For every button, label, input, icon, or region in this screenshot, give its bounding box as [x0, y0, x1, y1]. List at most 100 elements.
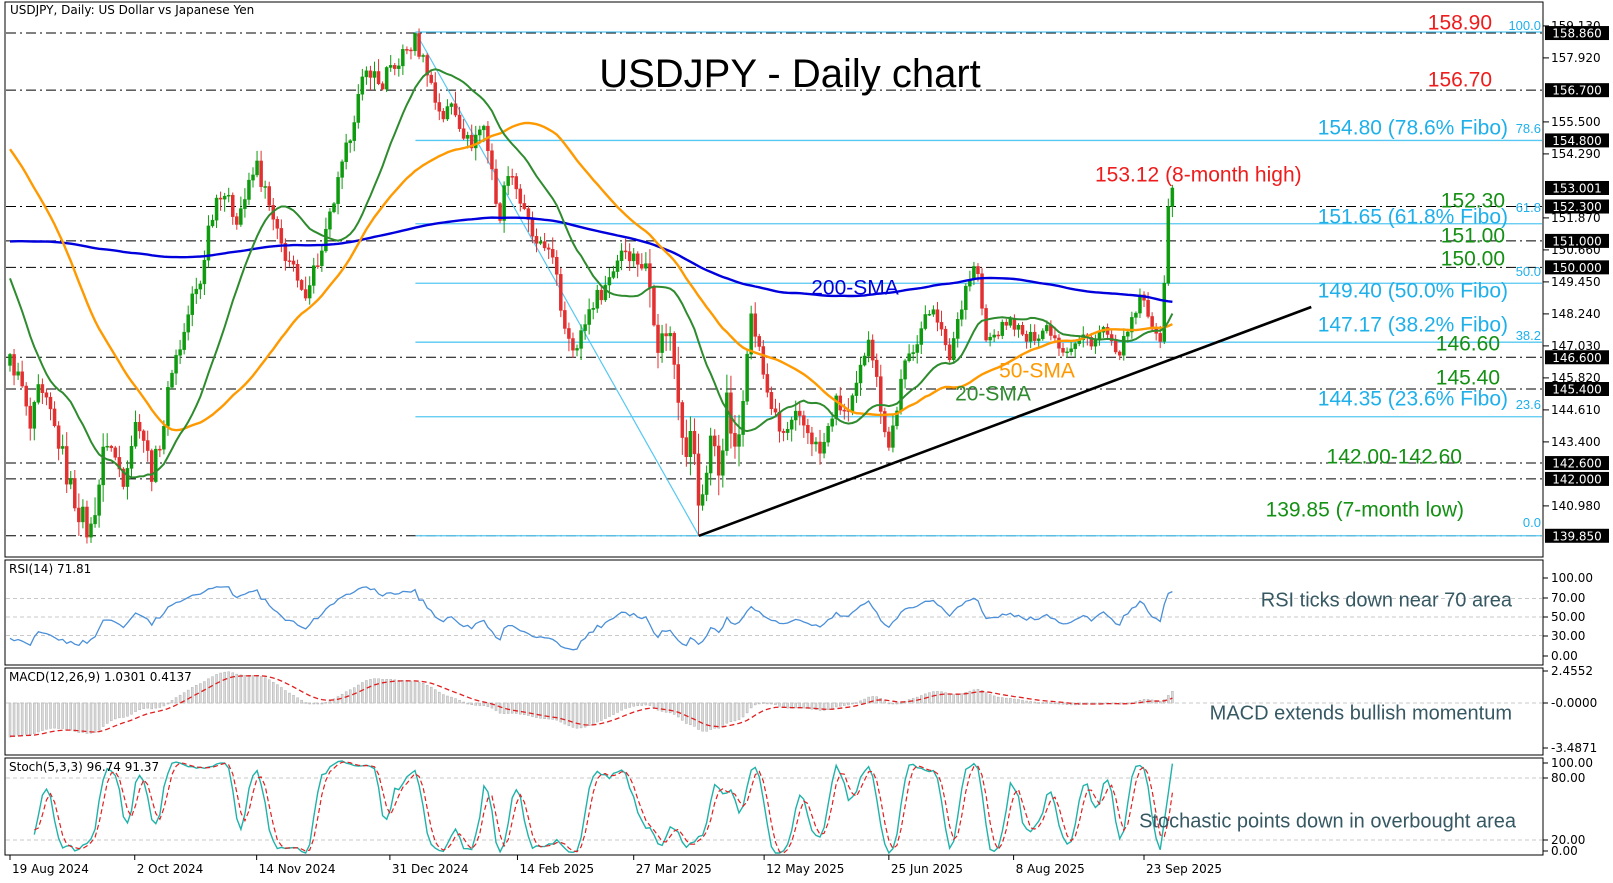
chart-annotation: 154.80 (78.6% Fibo): [1318, 117, 1508, 140]
price-badge-label: 146.600: [1552, 351, 1602, 365]
stoch-k-line: [33, 760, 1174, 854]
price-badge-label: 154.800: [1552, 134, 1602, 148]
price-tick-label: 147.030: [1551, 339, 1601, 353]
fibo-percent-tag: 38.2: [1516, 328, 1541, 343]
price-badge: [1545, 26, 1609, 41]
fibo-percent-tag: 61.8: [1516, 200, 1541, 215]
chart-annotation: 142.00-142.60: [1327, 446, 1462, 469]
price-badge-label: 156.700: [1552, 84, 1602, 98]
macd-scale-label: 2.4552: [1551, 664, 1593, 678]
chart-annotation: 158.90: [1428, 12, 1492, 35]
chart-annotation: 50-SMA: [999, 360, 1075, 383]
price-badge: [1545, 83, 1609, 98]
date-tick-label: 23 Sep 2025: [1146, 862, 1222, 876]
chart-annotation: 150.00: [1441, 248, 1505, 271]
chart-annotation: 151.00: [1441, 225, 1505, 248]
sma-50-line: [9, 121, 1173, 432]
rsi-scale-label: 30.00: [1551, 629, 1585, 643]
date-tick-label: 14 Nov 2024: [259, 862, 336, 876]
price-tick-label: 144.610: [1551, 403, 1601, 417]
price-badge-label: 145.400: [1552, 383, 1602, 397]
chart-annotation: 156.70: [1428, 69, 1492, 92]
date-tick-label: 2 Oct 2024: [137, 862, 204, 876]
main-plot-layer: [6, 28, 1542, 544]
rsi-scale-label: 100.00: [1551, 571, 1593, 585]
stoch-scale-label: 80.00: [1551, 771, 1585, 785]
stoch-panel-border: [4, 757, 1544, 856]
date-tick-label: 27 Mar 2025: [636, 862, 712, 876]
price-tick-label: 151.870: [1551, 211, 1601, 225]
fibo-percent-tag: 23.6: [1516, 397, 1541, 412]
stoch-scale-label: 20.00: [1551, 833, 1585, 847]
stoch-d-line: [34, 761, 1173, 854]
date-tick-label: 25 Jun 2025: [891, 862, 963, 876]
date-tick-label: 31 Dec 2024: [392, 862, 469, 876]
price-badge: [1545, 350, 1609, 365]
price-badge: [1545, 456, 1609, 471]
chart-annotation: 144.35 (23.6% Fibo): [1318, 388, 1508, 411]
price-tick-label: 154.290: [1551, 147, 1601, 161]
rsi-panel-border: [4, 559, 1544, 666]
chart-annotation: 151.65 (61.8% Fibo): [1318, 206, 1508, 229]
chart-annotation: Stochastic points down in overbought are…: [1139, 810, 1517, 832]
price-tick-label: 140.980: [1551, 499, 1601, 513]
price-badge-label: 151.000: [1552, 234, 1602, 248]
sma-200-line: [9, 216, 1173, 303]
price-badge: [1545, 180, 1609, 195]
chart-annotation: 200-SMA: [811, 277, 899, 300]
rsi-scale-label: 50.00: [1551, 610, 1585, 624]
price-tick-label: 145.820: [1551, 371, 1601, 385]
rising-trendline: [698, 305, 1312, 537]
stoch-scale-label: 0.00: [1551, 844, 1578, 858]
annotation-layer: 158.90 156.70 154.80 (78.6% Fibo) 153.12 (8…: [811, 12, 1541, 833]
chart-title: USDJPY - Daily chart: [599, 52, 981, 96]
price-tick-label: 143.400: [1551, 435, 1601, 449]
price-badge-label: 139.850: [1552, 529, 1602, 543]
price-badge: [1545, 528, 1609, 543]
price-badge: [1545, 382, 1609, 397]
macd-scale-label: -0.0000: [1551, 696, 1597, 710]
date-tick-label: 19 Aug 2024: [12, 862, 89, 876]
date-tick-label: 8 Aug 2025: [1016, 862, 1085, 876]
chart-annotation: 152.30: [1441, 190, 1505, 213]
macd-panel-border: [4, 667, 1544, 756]
rsi-line: [9, 586, 1173, 651]
chart-annotation: 147.17 (38.2% Fibo): [1318, 314, 1508, 337]
stoch-plot-layer: [6, 760, 1542, 854]
rsi-scale-label: 70.00: [1551, 591, 1585, 605]
price-badge: [1545, 133, 1609, 148]
fibo-percent-tag: 0.0: [1523, 515, 1541, 530]
price-tick-label: 148.240: [1551, 307, 1601, 321]
macd-scale-label: -3.4871: [1551, 741, 1597, 755]
date-axis: 19 Aug 2024 2 Oct 2024 14 Nov 2024 31 Dec 2…: [9, 855, 1222, 876]
fibo-percent-tag: 50.0: [1516, 264, 1541, 279]
chart-annotation: 149.40 (50.0% Fibo): [1318, 280, 1508, 303]
stoch-scale-label: 100.00: [1551, 756, 1593, 770]
chart-annotation: MACD extends bullish momentum: [1210, 702, 1512, 724]
macd-plot-layer: [6, 671, 1542, 738]
chart-annotation: 145.40: [1436, 367, 1500, 390]
price-badge: [1545, 199, 1609, 214]
chart-annotation: 146.60: [1436, 333, 1500, 356]
sma-20-line: [9, 68, 1174, 479]
price-tick-label: 149.450: [1551, 275, 1601, 289]
price-axis: 159.130157.920155.500154.290151.870150.6…: [1543, 19, 1609, 858]
chart-annotation: 139.85 (7-month low): [1266, 499, 1464, 522]
chart-annotation: 153.12 (8-month high): [1095, 164, 1302, 187]
date-tick-label: 12 May 2025: [766, 862, 844, 876]
rsi-scale-label: 0.00: [1551, 649, 1578, 663]
macd-signal-line: [10, 675, 1173, 737]
candles-layer: [8, 28, 1175, 544]
price-badge-label: 150.000: [1552, 261, 1602, 275]
price-badge: [1545, 471, 1609, 486]
price-badge: [1545, 260, 1609, 275]
rsi-indicator-label: RSI(14) 71.81: [9, 562, 92, 576]
fibo-percent-tag: 100.0: [1508, 18, 1541, 33]
main-panel-border: [4, 1, 1544, 558]
price-badge-label: 152.300: [1552, 200, 1602, 214]
price-badge-label: 153.001: [1552, 181, 1602, 195]
price-badge-label: 158.860: [1552, 27, 1602, 41]
price-tick-label: 155.500: [1551, 115, 1601, 129]
